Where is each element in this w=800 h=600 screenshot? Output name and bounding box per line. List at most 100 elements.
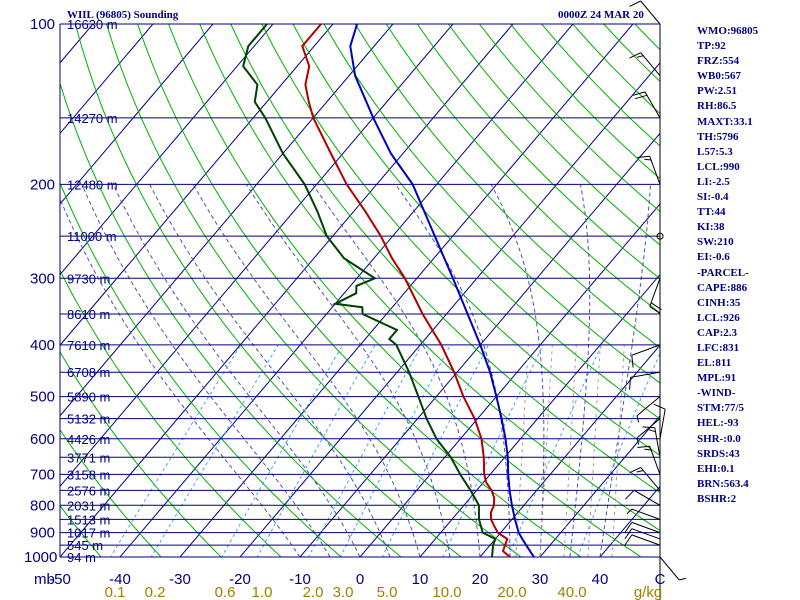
pressure-tick-label: 300 (30, 270, 55, 287)
temperature-tick-label: 40 (592, 571, 609, 588)
pressure-tick-label: 900 (30, 525, 55, 542)
index-value: SHR-:0.0 (697, 432, 741, 445)
index-value: CAP:2.3 (697, 326, 738, 339)
wind-barb (624, 521, 661, 534)
mixing-ratio-label: 3.0 (333, 584, 354, 600)
wind-barb (636, 396, 661, 423)
mixing-ratio-line (339, 344, 451, 557)
pressure-tick-label: 1000 (24, 549, 57, 566)
height-label: 4426 m (67, 432, 110, 447)
mixing-ratio-line (507, 344, 603, 557)
wind-barb (659, 556, 686, 581)
wind-barb (653, 403, 666, 439)
dry-adiabat-line (137, 24, 582, 557)
dry-adiabat-line (447, 24, 660, 246)
wet-bulb-line (563, 344, 577, 557)
index-value: L57:5.3 (697, 145, 733, 158)
dry-adiabat-line (60, 181, 342, 557)
mixing-ratio-label: 0.6 (215, 584, 236, 600)
mixing-ratio-line (577, 351, 660, 557)
index-value: SI:-0.4 (697, 191, 729, 204)
index-value: TP:92 (697, 40, 726, 53)
index-value: EI:-0.6 (697, 251, 730, 264)
temperature-profile (301, 24, 512, 557)
index-value: EL:811 (697, 357, 732, 370)
index-value: -PARCEL- (697, 266, 749, 279)
index-value: TT:44 (697, 206, 726, 219)
mixing-ratio-label: 0.2 (145, 584, 166, 600)
wind-barb (629, 0, 661, 25)
wind-barb (629, 466, 661, 491)
wind-barb (625, 489, 661, 506)
mixing-ratio-label: 2.0 (303, 584, 324, 600)
pressure-tick-label: 800 (30, 497, 55, 514)
wind-barb (631, 344, 661, 368)
dry-adiabat-line (416, 24, 660, 280)
temperature-tick-label: C (655, 571, 666, 588)
dewpoint-profile (242, 24, 497, 557)
index-value: STM:77/5 (697, 402, 745, 415)
temperature-tick-label: -20 (229, 571, 251, 588)
wind-barb (649, 278, 662, 314)
index-value: SW:210 (697, 236, 734, 249)
index-value: BRN:563.4 (697, 477, 749, 490)
isotherm-line (60, 24, 154, 135)
index-value: LFC:831 (697, 341, 740, 354)
temperature-tick-label: -10 (289, 571, 311, 588)
temperature-tick-label: 20 (472, 571, 489, 588)
isotherm-line (0, 12, 43, 568)
index-value: LCL:990 (697, 160, 740, 173)
wind-barb-column (624, 0, 686, 581)
moist-adiabat-line (490, 184, 545, 557)
isobar-lines (59, 23, 661, 600)
height-label: 3158 m (67, 467, 110, 482)
wind-barb (629, 52, 661, 76)
wet-bulb-line (611, 344, 625, 557)
pressure-tick-label: 600 (30, 431, 55, 448)
index-value: HEL:-93 (697, 417, 739, 430)
dry-adiabat-line (572, 24, 660, 115)
height-label: 5132 m (67, 412, 110, 427)
mixing-ratio-label: g/kg (634, 584, 662, 600)
isotherm-line (299, 132, 660, 557)
dry-adiabat-line (106, 24, 522, 557)
temperature-tick-label: -30 (169, 571, 191, 588)
pressure-tick-label: 100 (30, 16, 55, 33)
mixing-ratio-line (256, 344, 376, 557)
height-label: 2576 m (67, 483, 110, 498)
index-value: LCL:926 (697, 311, 740, 324)
height-label: 9730 m (67, 271, 110, 286)
mixing-ratio-label: 5.0 (377, 584, 398, 600)
index-value: -WIND- (697, 387, 736, 400)
index-value: RH:86.5 (697, 100, 737, 113)
height-label: 5890 m (67, 390, 110, 405)
wind-barb (624, 528, 661, 540)
height-label: 94 m (67, 550, 96, 565)
index-value: LI:-2.5 (697, 175, 730, 188)
index-value: WMO:96805 (697, 25, 759, 37)
height-label: 11000 m (67, 229, 117, 244)
isotherm-line (539, 415, 660, 557)
index-value: FRZ:554 (697, 55, 740, 68)
dry-adiabat-line (60, 428, 162, 557)
isotherm-line (179, 24, 634, 557)
height-label: 1017 m (67, 526, 110, 541)
isotherm-line (479, 344, 660, 557)
index-value: CINH:35 (697, 296, 741, 309)
height-label: 3771 m (67, 450, 110, 465)
index-value: BSHR:2 (697, 492, 737, 505)
pressure-unit-label: mb (34, 571, 55, 588)
moist-adiabat-line (149, 184, 391, 557)
mixing-ratio-label: 40.0 (557, 584, 586, 600)
dry-adiabat-line (541, 24, 660, 147)
dry-adiabat-line (385, 24, 660, 314)
station-title: WIIL (96805) Sounding (67, 9, 179, 21)
height-label: 8610 m (67, 307, 110, 322)
pressure-tick-label: 200 (30, 176, 55, 193)
dry-adiabat-line (60, 269, 282, 557)
dry-adiabat-line (60, 504, 102, 557)
height-label: 2031 m (67, 498, 110, 513)
index-value: EHI:0.1 (697, 462, 735, 475)
index-value: SRDS:43 (697, 447, 740, 460)
